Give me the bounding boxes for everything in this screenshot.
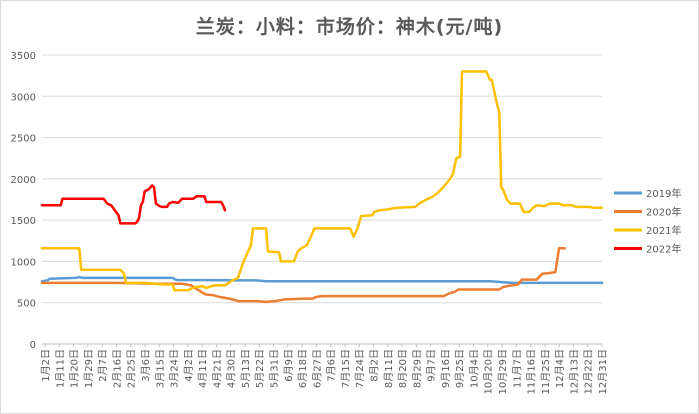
x-tick-label: 7月15日	[340, 349, 352, 388]
legend-label: 2019年	[646, 187, 681, 200]
x-tick-label: 12月4日	[554, 349, 566, 388]
x-tick-label: 4月30日	[226, 349, 238, 388]
x-tick-label: 9月25日	[454, 349, 466, 388]
x-tick-label: 11月25日	[540, 349, 552, 394]
x-tick-label: 3月6日	[140, 349, 152, 382]
x-tick-label: 4月2日	[183, 349, 195, 382]
x-tick-label: 3月24日	[169, 349, 181, 388]
x-tick-label: 4月21日	[211, 349, 223, 388]
x-tick-label: 7月6日	[326, 349, 338, 382]
x-tick-label: 8月2日	[368, 349, 380, 382]
x-tick-label: 10月20日	[483, 349, 495, 394]
series-line-2021年	[40, 70, 604, 292]
x-tick-label: 11月7日	[511, 349, 523, 388]
y-tick-label: 2500	[11, 134, 36, 145]
x-tick-label: 10月4日	[468, 349, 480, 388]
y-tick-label: 500	[17, 299, 36, 310]
x-tick-label: 9月7日	[426, 349, 438, 382]
legend-label: 2022年	[646, 243, 681, 256]
y-tick-label: 1000	[11, 257, 36, 268]
x-tick-label: 3月15日	[154, 349, 166, 388]
x-tick-label: 12月22日	[583, 349, 595, 394]
x-tick-label: 1月29日	[83, 349, 95, 388]
x-tick-label: 12月13日	[568, 349, 580, 394]
x-tick-label: 6月27日	[311, 349, 323, 388]
x-tick-label: 6月9日	[283, 349, 295, 382]
legend-label: 2021年	[646, 224, 681, 237]
y-tick-label: 3500	[11, 51, 36, 62]
x-tick-label: 12月31日	[597, 349, 609, 394]
x-tick-label: 6月18日	[297, 349, 309, 388]
x-tick-label: 2月25日	[126, 349, 138, 388]
x-tick-label: 2月16日	[111, 349, 123, 388]
legend-label: 2020年	[646, 206, 681, 219]
series-line-2020年	[40, 246, 566, 304]
x-tick-label: 8月20日	[397, 349, 409, 388]
x-tick-label: 5月13日	[240, 349, 252, 388]
x-tick-label: 9月16日	[440, 349, 452, 388]
x-tick-label: 2月7日	[97, 349, 109, 382]
x-tick-label: 11月16日	[526, 349, 538, 394]
x-tick-label: 7月24日	[354, 349, 366, 388]
series-line-2019年	[40, 275, 604, 285]
y-tick-label: 0	[30, 340, 36, 351]
x-tick-label: 1月2日	[40, 349, 52, 382]
x-tick-label: 1月20日	[69, 349, 81, 388]
y-tick-label: 2000	[11, 175, 36, 186]
x-tick-label: 1月11日	[54, 349, 66, 388]
x-tick-label: 5月31日	[269, 349, 281, 388]
x-tick-label: 5月22日	[254, 349, 266, 388]
y-tick-label: 1500	[11, 216, 36, 227]
x-tick-label: 10月29日	[497, 349, 509, 394]
y-tick-label: 3000	[11, 92, 36, 103]
series-line-2022年	[40, 184, 227, 225]
x-tick-label: 4月11日	[197, 349, 209, 388]
chart-title: 兰炭：小料：市场价：神木(元/吨)	[195, 16, 504, 38]
x-tick-label: 8月11日	[383, 349, 395, 388]
x-tick-label: 8月29日	[411, 349, 423, 388]
